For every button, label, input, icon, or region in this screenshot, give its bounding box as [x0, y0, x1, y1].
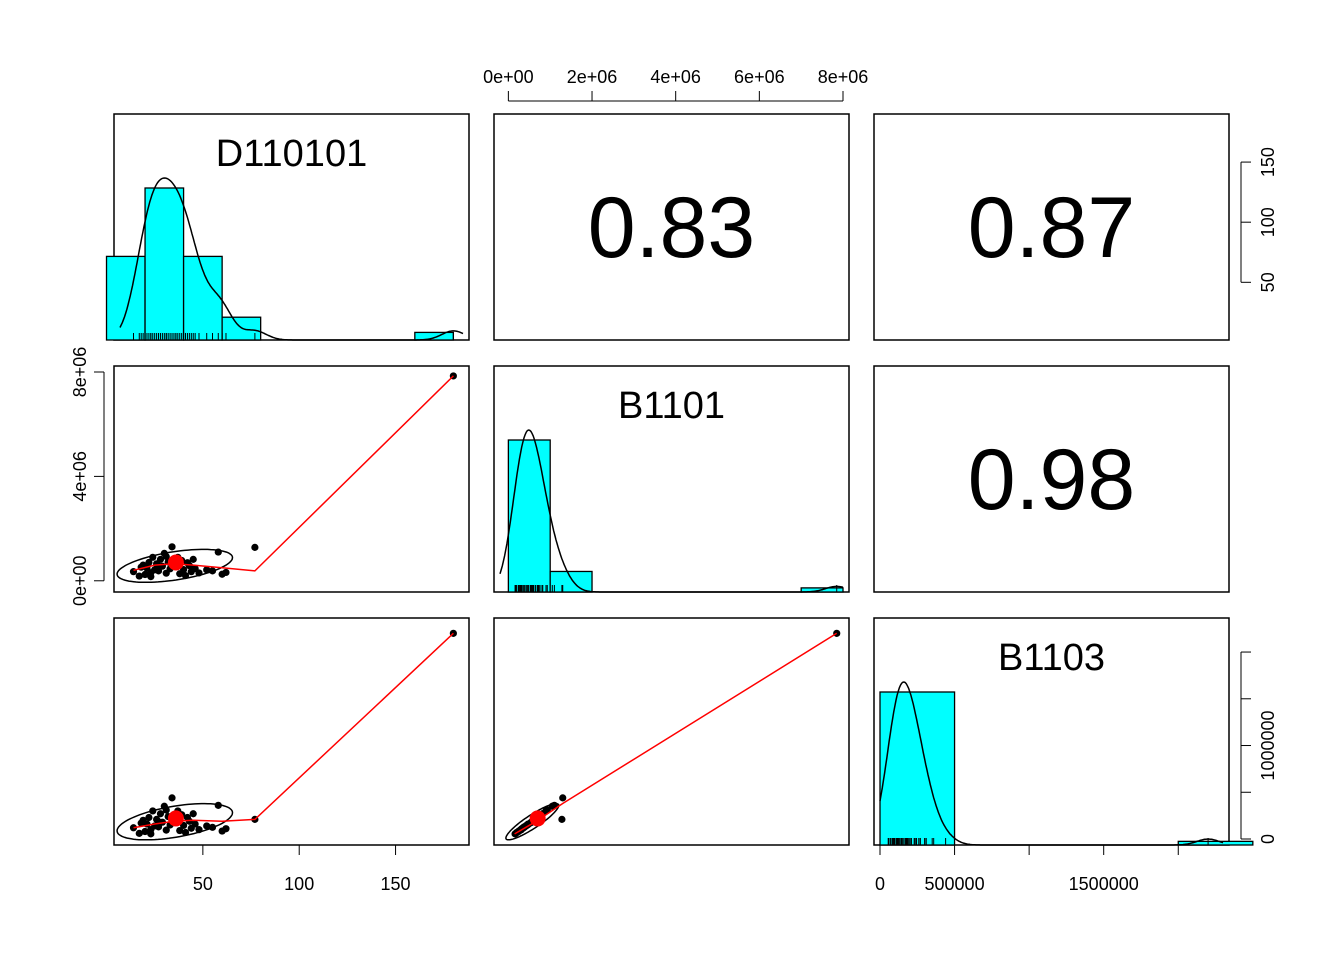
- point-D110101-B1103-22: [176, 826, 184, 835]
- point-D110101-B1103-34: [214, 801, 222, 809]
- histogram-B1103: [879, 681, 1254, 846]
- point-D110101-B1101-4: [141, 570, 149, 579]
- loess-line-D110101-B1103: [133, 632, 454, 829]
- ellipse-D110101-B1101: [116, 548, 234, 584]
- density-curve-B1101: [499, 429, 844, 593]
- point-D110101-B1103-25: [181, 828, 190, 837]
- point-D110101-B1103-4: [141, 827, 149, 836]
- histogram-bar-D110101-1: [144, 187, 185, 341]
- point-D110101-B1103-31: [195, 826, 203, 834]
- correlation-value-D110101-B1103: 0.87: [968, 180, 1135, 276]
- variable-name-B1101: B1101: [618, 385, 725, 427]
- tick-label-D110101-right-0: 50: [1258, 272, 1278, 292]
- scatter-panel-D110101-B1101: [116, 372, 457, 584]
- point-D110101-B1101-40: [154, 562, 163, 570]
- histogram-bar-B1103-4: [1177, 840, 1254, 846]
- point-D110101-B1103-0: [129, 824, 138, 832]
- histogram-D110101: [105, 177, 464, 341]
- point-D110101-B1103-36: [222, 825, 230, 833]
- tick-label-B1101-top-2: 4e+06: [650, 67, 701, 87]
- variable-name-D110101: D110101: [216, 133, 367, 175]
- point-D110101-B1101-8: [149, 553, 157, 561]
- tick-label-B1103-0: 0: [875, 874, 885, 894]
- tick-label-B1103-1: 500000: [925, 874, 985, 894]
- correlation-value-D110101-B1101: 0.83: [588, 180, 755, 276]
- point-D110101-B1101-18: [168, 543, 176, 551]
- point-D110101-B1103-30: [191, 820, 199, 828]
- point-D110101-B1103-29: [189, 810, 197, 818]
- histogram-bar-B1103-0: [879, 691, 956, 846]
- point-D110101-B1101-1: [135, 572, 143, 580]
- mean-point-D110101-B1101: [167, 554, 184, 571]
- tick-label-D110101-right-2: 150: [1258, 147, 1278, 177]
- panel-frame-1-0: [113, 365, 470, 593]
- point-D110101-B1103-39: [147, 830, 155, 838]
- point-D110101-B1101-25: [181, 571, 190, 580]
- mean-point-D110101-B1103: [167, 810, 184, 827]
- variable-name-B1103: B1103: [998, 637, 1105, 679]
- point-D110101-B1103-32: [203, 822, 211, 830]
- point-D110101-B1101-31: [195, 569, 203, 577]
- ellipse-B1101-B1103: [505, 802, 560, 841]
- point-D110101-B1103-33: [208, 823, 217, 831]
- point-B1101-B1103-37: [558, 815, 566, 823]
- point-D110101-B1101-36: [222, 568, 230, 577]
- tick-label-B1101-left-1: 4e+06: [70, 451, 90, 502]
- tick-label-D110101-right-1: 100: [1258, 207, 1278, 237]
- mean-point-B1101-B1103: [529, 810, 546, 827]
- point-D110101-B1103-18: [168, 794, 176, 802]
- panel-frame-0-1: [493, 113, 850, 341]
- tick-label-B1101-top-1: 2e+06: [567, 67, 618, 87]
- tick-label-B1101-top-0: 0e+00: [483, 67, 534, 87]
- correlation-value-B1101-B1103: 0.98: [968, 432, 1135, 528]
- tick-label-D110101-0: 50: [193, 874, 213, 894]
- tick-label-B1103-right-0: 0: [1258, 834, 1278, 844]
- histogram-B1101: [499, 429, 844, 593]
- histogram-bar-D110101-0: [105, 255, 146, 341]
- loess-line-B1101-B1103: [514, 632, 838, 835]
- point-B1101-B1103-18: [559, 794, 567, 802]
- point-D110101-B1101-6: [145, 558, 153, 567]
- point-D110101-B1101-27: [185, 562, 193, 570]
- panel-frame-0-2: [873, 113, 1230, 341]
- point-D110101-B1103-12: [156, 810, 165, 818]
- tick-label-B1101-left-0: 0e+00: [70, 555, 90, 606]
- point-D110101-B1101-32: [203, 566, 211, 574]
- point-D110101-B1103-1: [135, 829, 143, 837]
- point-D110101-B1101-12: [156, 555, 165, 563]
- point-D110101-B1103-8: [149, 807, 157, 815]
- panel-frame-1-2: [873, 365, 1230, 593]
- panel-layer: 0.83 0.87 0.98 D110101 B1101 B1103 50 100 150 0e+…: [70, 67, 1278, 894]
- point-D110101-B1101-33: [208, 567, 217, 575]
- point-D110101-B1101-34: [214, 548, 222, 556]
- tick-label-B1103-right-2: 1000000: [1258, 710, 1278, 780]
- tick-label-B1101-top-4: 8e+06: [818, 67, 869, 87]
- histogram-bar-D110101-8: [414, 331, 455, 341]
- point-D110101-B1103-41: [162, 806, 170, 814]
- point-D110101-B1101-39: [147, 573, 155, 581]
- point-D110101-B1101-41: [162, 552, 170, 561]
- point-D110101-B1103-27: [185, 817, 193, 825]
- loess-line-D110101-B1101: [133, 375, 454, 572]
- tick-label-B1101-left-2: 8e+06: [70, 347, 90, 398]
- tick-label-D110101-2: 150: [381, 874, 411, 894]
- tick-label-D110101-1: 100: [284, 874, 314, 894]
- point-D110101-B1101-37: [251, 543, 259, 551]
- tick-label-B1101-top-3: 6e+06: [734, 67, 785, 87]
- panel-frame-2-1: [493, 617, 850, 846]
- scatter-panel-B1101-B1103: [505, 629, 841, 841]
- point-D110101-B1101-29: [189, 555, 197, 563]
- tick-label-B1103-3: 1500000: [1069, 874, 1139, 894]
- point-D110101-B1103-15: [162, 826, 170, 834]
- density-curve-D110101: [119, 177, 464, 341]
- histogram-bar-B1101-1: [549, 570, 593, 593]
- scatter-panel-D110101-B1103: [116, 629, 457, 841]
- point-D110101-B1103-6: [145, 813, 153, 822]
- histogram-bar-B1101-0: [507, 439, 551, 593]
